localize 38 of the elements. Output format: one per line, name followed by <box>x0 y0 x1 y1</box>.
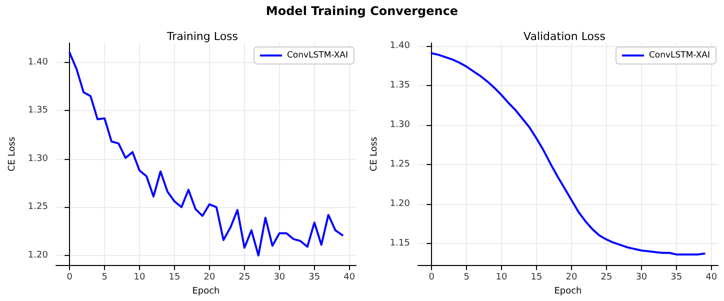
x-tick-label: 10 <box>134 272 146 283</box>
y-tick-label: 1.35 <box>390 80 410 91</box>
y-tick-label: 1.40 <box>390 41 410 52</box>
chart-title: Training Loss <box>166 30 238 43</box>
y-tick-label: 1.20 <box>390 198 410 209</box>
x-tick-label: 15 <box>530 272 542 283</box>
x-tick-label: 35 <box>308 272 320 283</box>
x-tick-label: 10 <box>496 272 508 283</box>
x-tick-label: 25 <box>238 272 250 283</box>
text: Model Training Convergence <box>264 4 460 18</box>
y-tick-label: 1.35 <box>28 106 48 116</box>
y-tick-label: 1.20 <box>28 250 48 260</box>
x-tick-label: 5 <box>102 272 108 283</box>
x-tick-label: 25 <box>600 272 612 283</box>
x-tick-label: 30 <box>274 272 286 283</box>
x-tick-label: 20 <box>566 272 578 283</box>
x-tick-label: 30 <box>636 272 648 283</box>
x-tick-label: 15 <box>168 272 180 283</box>
legend-label: ConvLSTM-XAI <box>287 50 348 60</box>
x-tick-label: 5 <box>464 272 470 283</box>
y-tick-label: 1.15 <box>390 238 410 248</box>
x-tick-label: 20 <box>204 272 216 283</box>
chart-title: Validation Loss <box>524 30 606 43</box>
x-tick-label: 35 <box>670 272 682 283</box>
x-tick-label: 0 <box>66 272 73 283</box>
x-tick-label: 40 <box>706 272 718 283</box>
y-tick-label: 1.30 <box>28 154 48 164</box>
y-axis-title: CE Loss <box>8 136 18 172</box>
legend-label: ConvLSTM-XAI <box>649 50 710 60</box>
y-tick-label: 1.30 <box>390 120 410 130</box>
y-axis-title: CE Loss <box>370 136 380 172</box>
x-tick-label: 0 <box>428 272 435 283</box>
y-tick-label: 1.25 <box>390 160 410 170</box>
y-tick-label: 1.25 <box>28 202 48 212</box>
x-axis-title: Epoch <box>554 286 582 296</box>
y-tick-label: 1.40 <box>28 57 48 68</box>
x-tick-label: 40 <box>344 272 356 283</box>
x-axis-title: Epoch <box>192 286 220 296</box>
